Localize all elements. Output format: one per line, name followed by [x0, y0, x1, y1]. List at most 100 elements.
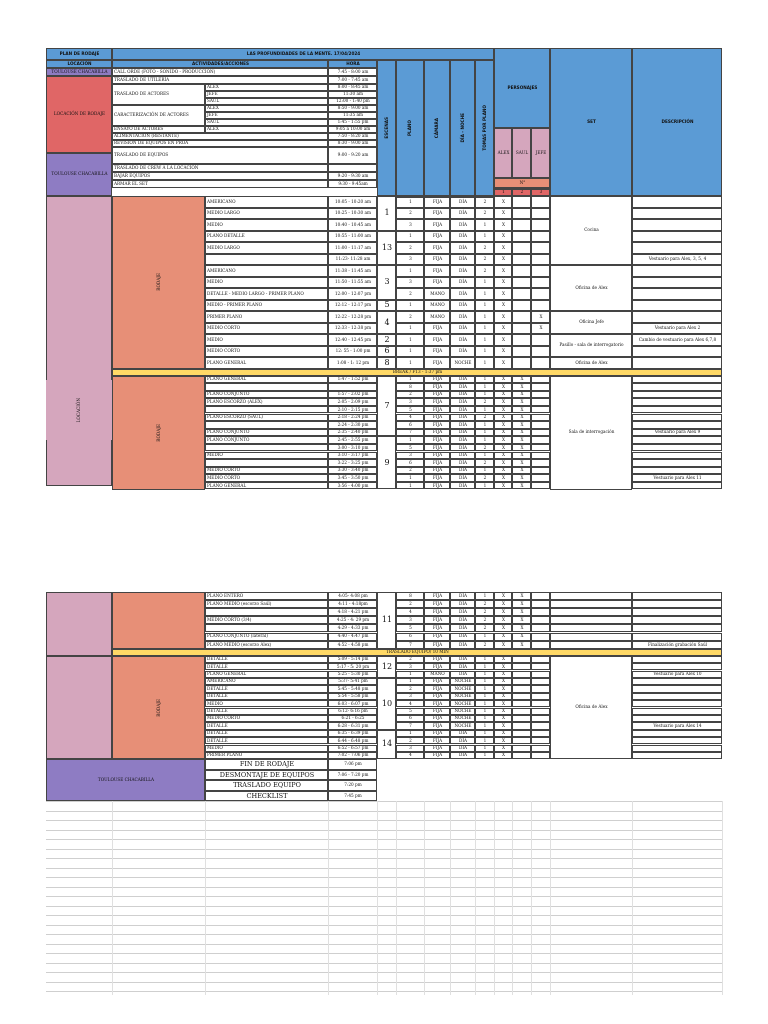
b2-alex: X — [494, 443, 512, 452]
b3-jefe — [531, 632, 550, 641]
header-set: SET — [550, 48, 632, 196]
b4-camara: FIJA — [424, 729, 450, 738]
loc-rodaje: LOCACIÓN DE RODAJE — [46, 76, 112, 153]
b3-plano: 8 — [396, 592, 424, 601]
b1-tomas: 1 — [475, 276, 494, 288]
b2-jefe — [531, 390, 550, 399]
b4-plano: 4 — [396, 700, 424, 708]
b1-alex: X — [494, 196, 512, 208]
b2-camara: FIJA — [424, 481, 450, 490]
b4-alex: X — [494, 670, 512, 678]
b1-plano: 1 — [396, 230, 424, 242]
b1-tomas: 1 — [475, 288, 494, 300]
b2-desc-cell — [632, 451, 722, 460]
b3-plano: 5 — [396, 624, 424, 633]
b1-description: Cambio de vestuario para Alex 6,7,8 — [632, 334, 722, 346]
b4-activity: PRIMER PLANO — [205, 751, 328, 760]
b1-saul — [512, 219, 531, 231]
b2-dia-noche: DÍA — [450, 375, 475, 384]
b1-alex: X — [494, 230, 512, 242]
b2-plano: 6 — [396, 459, 424, 467]
b2-saul: X — [512, 398, 531, 406]
closing-activity: CHECKLIST — [205, 790, 328, 802]
b4-desc-1: Vestuario para Alex 10 — [632, 670, 722, 678]
prep-activity: TRASLADO DE CREW A LA LOCACIÓN — [112, 164, 328, 172]
b3-set-cell — [550, 616, 632, 625]
b2-saul: X — [512, 421, 531, 429]
b4-dia-noche: DÍA — [450, 751, 475, 760]
b1-dia-noche: DÍA — [450, 299, 475, 311]
b3-set-cell — [550, 640, 632, 649]
b4-alex: X — [494, 707, 512, 715]
b1-tomas: 1 — [475, 322, 494, 334]
b1-set: Cocina — [550, 196, 632, 265]
b1-desc-cell — [632, 299, 722, 311]
b1-hora: 11:50 - 11:55 am — [328, 276, 377, 288]
b4-saul — [512, 685, 531, 693]
b3-tomas: 1 — [475, 592, 494, 601]
b2-hora: 2:05 - 2:09 pm — [328, 398, 377, 406]
b4-tomas: 1 — [475, 700, 494, 708]
b4-dia-noche: DÍA — [450, 663, 475, 671]
b2-tomas: 2 — [475, 443, 494, 452]
b4-hora: 5:17 - 5: 20 pm — [328, 663, 377, 671]
b4-plano: 3 — [396, 663, 424, 671]
b1-dia-noche: DÍA — [450, 276, 475, 288]
b3-dia-noche: DÍA — [450, 632, 475, 641]
b1-dia-noche: DÍA — [450, 207, 475, 219]
b4-desc-cell — [632, 707, 722, 715]
b2-dia-noche: DÍA — [450, 481, 475, 490]
b1-plano: 1 — [396, 357, 424, 369]
b2-camara: FIJA — [424, 474, 450, 482]
b2-alex: X — [494, 451, 512, 460]
b4-jefe — [531, 692, 550, 701]
prep-activity: TRASLADO DE EQUIPOS — [112, 147, 328, 164]
prep-activity: REVISIÓN DE EQUIPOS EN PROA — [112, 140, 328, 147]
ensayo-label: ENSAYO DE ACTORES — [112, 126, 205, 133]
header-plan-label: PLAN DE RODAJE — [46, 48, 112, 60]
b2-plano: 3 — [396, 398, 424, 406]
b4-jefe — [531, 707, 550, 715]
b4-alex: X — [494, 744, 512, 752]
b4-desc-cell — [632, 677, 722, 686]
b4-alex: X — [494, 714, 512, 723]
grid-line — [46, 829, 722, 831]
b1-tomas: 1 — [475, 219, 494, 231]
b4-hora: 5:54 - 5:58 pm — [328, 692, 377, 701]
b2-hora: 2:35 - 2:40 pm — [328, 428, 377, 437]
b2-dia-noche: DÍA — [450, 443, 475, 452]
grid-column-line — [550, 801, 551, 995]
b4-hora: 7:02 - 7:06 pm — [328, 751, 377, 760]
b2-plano: 4 — [396, 413, 424, 422]
b3-camara: FIJA — [424, 640, 450, 649]
b1-plano: 2 — [396, 207, 424, 219]
grid-line — [46, 953, 722, 955]
b3-activity — [205, 608, 328, 617]
b1-tomas: 1 — [475, 299, 494, 311]
b4-plano: 7 — [396, 722, 424, 730]
b1-hora: 12:22 - 12:28 pm — [328, 311, 377, 323]
b2-activity — [205, 405, 328, 414]
b2-desc-cell — [632, 436, 722, 444]
b4-camara: FIJA — [424, 655, 450, 664]
b4-activity: DETALLE — [205, 692, 328, 701]
prep-activity: ALEX — [205, 126, 328, 133]
loc-toulouse-2: TOULOUSE CHACABILLA — [46, 153, 112, 196]
b1-dia-noche: DÍA — [450, 242, 475, 254]
rodaje-block-1: RODAJE — [112, 196, 205, 369]
b4-alex: X — [494, 751, 512, 760]
grid-line — [46, 848, 722, 850]
prep-hora: 7:00 - 7:45 am — [328, 76, 377, 84]
b4-jefe — [531, 737, 550, 745]
b4-plano: 3 — [396, 692, 424, 701]
b2-tomas: 2 — [475, 459, 494, 467]
prep-hora: 9:30 - 9:45am — [328, 180, 377, 188]
b3-activity: PLANO MEDIO (escorzo Alex) — [205, 640, 328, 649]
b2-camara: FIJA — [424, 375, 450, 384]
b1-alex: X — [494, 357, 512, 369]
b3-alex: X — [494, 608, 512, 617]
b2-tomas: 1 — [475, 383, 494, 391]
b2-plano: 1 — [396, 474, 424, 482]
b4-hora: 6:21 - 6:25 — [328, 714, 377, 723]
b3-desc-cell — [632, 616, 722, 625]
